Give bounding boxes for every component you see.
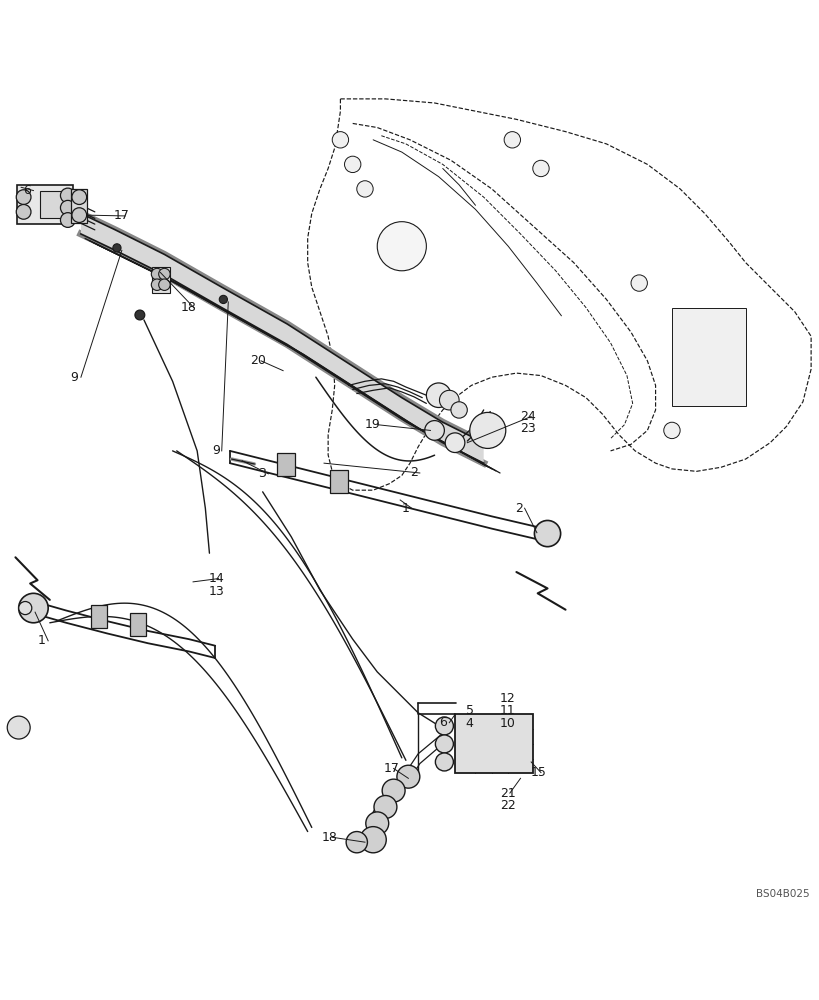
Text: 13: 13 xyxy=(208,585,224,598)
Circle shape xyxy=(16,204,31,219)
Bar xyxy=(455,714,532,773)
Circle shape xyxy=(346,832,367,853)
Text: 9: 9 xyxy=(70,371,78,384)
Circle shape xyxy=(61,200,75,215)
Circle shape xyxy=(356,181,373,197)
Circle shape xyxy=(113,244,121,252)
Bar xyxy=(277,453,295,476)
Text: 6: 6 xyxy=(24,184,31,197)
Text: 20: 20 xyxy=(250,354,266,367)
Text: BS04B025: BS04B025 xyxy=(755,889,808,899)
Text: 1: 1 xyxy=(401,502,410,515)
Circle shape xyxy=(504,132,520,148)
Text: 3: 3 xyxy=(258,467,266,480)
Circle shape xyxy=(426,383,450,407)
Circle shape xyxy=(435,717,453,735)
Circle shape xyxy=(19,593,48,623)
Circle shape xyxy=(675,349,691,365)
Bar xyxy=(17,185,73,224)
Circle shape xyxy=(424,421,444,440)
Text: 10: 10 xyxy=(500,717,515,730)
Circle shape xyxy=(382,779,405,802)
Text: 2: 2 xyxy=(514,502,522,515)
Text: 12: 12 xyxy=(500,692,515,705)
Text: 18: 18 xyxy=(180,301,197,314)
Circle shape xyxy=(683,377,699,394)
Circle shape xyxy=(7,716,30,739)
Text: 11: 11 xyxy=(500,704,515,717)
Circle shape xyxy=(219,295,227,304)
Circle shape xyxy=(332,132,348,148)
Text: 23: 23 xyxy=(520,422,536,435)
Text: 24: 24 xyxy=(520,410,536,423)
Bar xyxy=(40,191,69,218)
Circle shape xyxy=(159,268,170,280)
Bar xyxy=(91,605,107,628)
Bar xyxy=(130,613,147,636)
Circle shape xyxy=(61,188,75,203)
Text: 19: 19 xyxy=(364,418,380,431)
Circle shape xyxy=(19,602,32,615)
Text: 6: 6 xyxy=(439,716,447,729)
Circle shape xyxy=(534,520,560,547)
Text: 14: 14 xyxy=(208,572,224,585)
Text: 5: 5 xyxy=(465,704,473,717)
Circle shape xyxy=(72,208,87,222)
Circle shape xyxy=(72,190,87,204)
Bar xyxy=(152,267,170,293)
Text: 2: 2 xyxy=(410,466,418,479)
Circle shape xyxy=(152,268,163,280)
Bar xyxy=(71,189,88,223)
Circle shape xyxy=(532,160,549,177)
Circle shape xyxy=(344,156,360,173)
Text: 21: 21 xyxy=(500,787,515,800)
Circle shape xyxy=(445,433,464,453)
Text: 22: 22 xyxy=(500,799,515,812)
Circle shape xyxy=(377,222,426,271)
Circle shape xyxy=(435,735,453,753)
Circle shape xyxy=(373,796,396,818)
Circle shape xyxy=(450,402,467,418)
Polygon shape xyxy=(81,213,483,463)
Text: 18: 18 xyxy=(321,831,337,844)
Circle shape xyxy=(152,279,163,290)
Circle shape xyxy=(61,213,75,227)
Circle shape xyxy=(469,412,505,448)
Circle shape xyxy=(159,279,170,290)
Circle shape xyxy=(16,190,31,204)
Circle shape xyxy=(663,422,679,439)
Bar xyxy=(671,308,744,406)
Circle shape xyxy=(135,310,145,320)
Text: 1: 1 xyxy=(38,634,45,647)
Circle shape xyxy=(439,390,459,410)
Text: 4: 4 xyxy=(465,717,473,730)
Circle shape xyxy=(435,753,453,771)
Bar xyxy=(329,470,347,493)
Text: 17: 17 xyxy=(383,762,399,775)
Circle shape xyxy=(631,275,647,291)
Circle shape xyxy=(396,765,419,788)
Text: 17: 17 xyxy=(114,209,129,222)
Text: 9: 9 xyxy=(211,444,219,457)
Circle shape xyxy=(365,812,388,835)
Circle shape xyxy=(360,827,386,853)
Text: 15: 15 xyxy=(531,766,546,779)
